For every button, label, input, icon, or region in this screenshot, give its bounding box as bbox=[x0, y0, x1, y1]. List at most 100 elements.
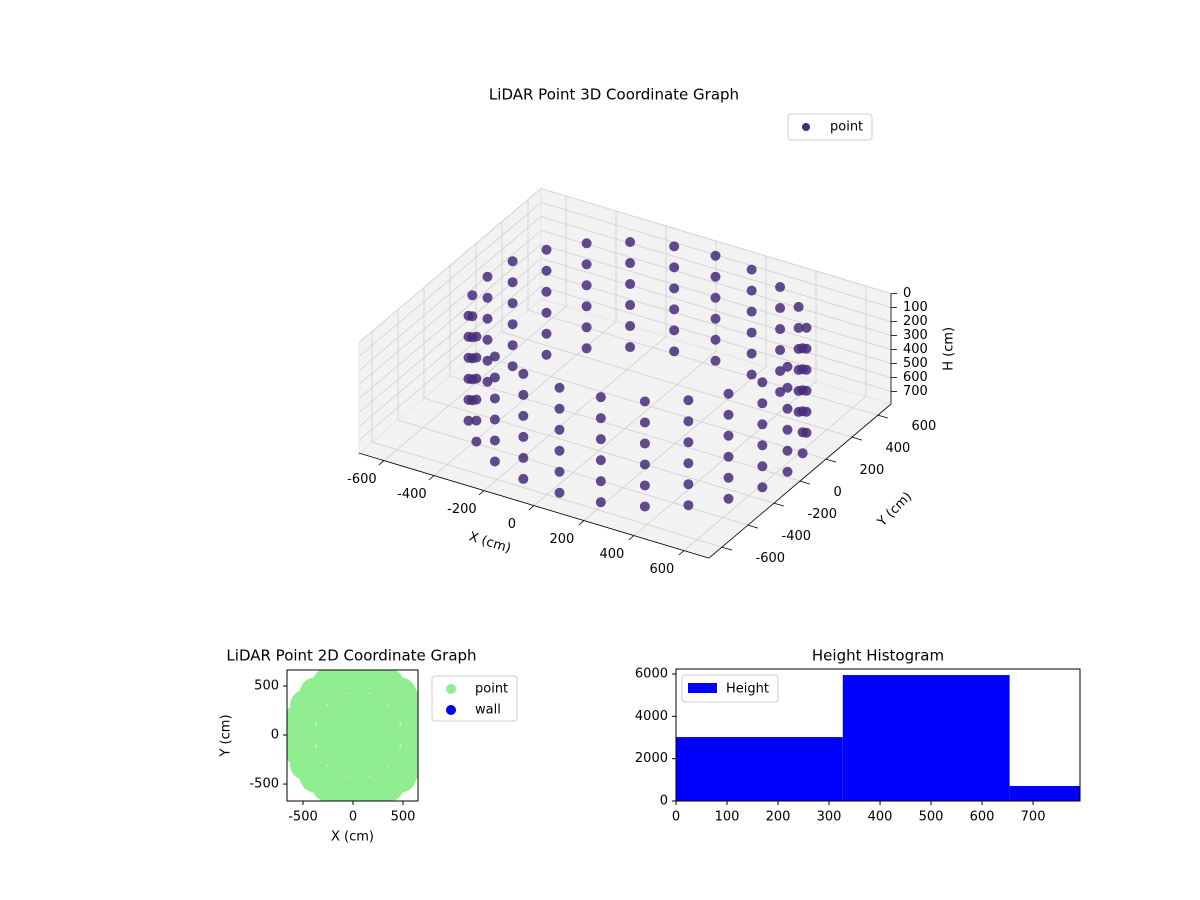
point bbox=[482, 292, 493, 303]
x-tick-label: 500 bbox=[391, 810, 416, 825]
point bbox=[710, 334, 721, 345]
point bbox=[467, 332, 478, 343]
point bbox=[595, 434, 606, 445]
point bbox=[518, 389, 529, 400]
point bbox=[625, 258, 636, 269]
point bbox=[554, 403, 565, 414]
point bbox=[775, 303, 786, 314]
z-axis-label: H (cm) bbox=[942, 327, 957, 371]
point bbox=[710, 313, 721, 324]
grid-line bbox=[540, 230, 892, 336]
point bbox=[507, 340, 518, 351]
legend-swatch bbox=[688, 683, 717, 693]
point bbox=[581, 259, 592, 270]
point bbox=[801, 427, 812, 438]
point bbox=[489, 393, 500, 404]
point bbox=[463, 415, 474, 426]
point bbox=[710, 271, 721, 282]
point bbox=[595, 413, 606, 424]
tick-mark bbox=[578, 520, 585, 526]
point bbox=[639, 459, 650, 470]
x-tick-label: 400 bbox=[868, 810, 893, 825]
x-tick-label: -600 bbox=[347, 472, 377, 487]
point bbox=[482, 355, 493, 366]
grid-line bbox=[475, 353, 827, 460]
legend-frame bbox=[787, 113, 873, 141]
point bbox=[669, 304, 680, 315]
x-tick-label: 700 bbox=[1021, 810, 1046, 825]
grid-line bbox=[449, 375, 801, 482]
y-axis-label: Y (cm) bbox=[219, 714, 234, 757]
point bbox=[581, 280, 592, 291]
bar bbox=[676, 737, 843, 801]
point bbox=[467, 353, 478, 364]
point bbox=[625, 321, 636, 332]
point bbox=[541, 328, 552, 339]
point bbox=[746, 285, 757, 296]
x-tick-label: 400 bbox=[599, 547, 624, 562]
y-tick-label: 500 bbox=[254, 678, 279, 693]
point bbox=[467, 374, 478, 385]
grid-line bbox=[358, 230, 542, 385]
plot-area bbox=[287, 670, 418, 801]
point bbox=[554, 382, 565, 393]
point bbox=[782, 361, 793, 372]
point bbox=[554, 424, 565, 435]
point bbox=[595, 497, 606, 508]
axes-frame bbox=[675, 668, 1081, 802]
point bbox=[639, 501, 650, 512]
point bbox=[683, 416, 694, 427]
point bbox=[625, 342, 636, 353]
point bbox=[625, 279, 636, 290]
y-tick-label: -500 bbox=[249, 777, 279, 792]
legend-marker bbox=[446, 705, 456, 715]
point bbox=[757, 377, 768, 388]
chart-title: LiDAR Point 3D Coordinate Graph bbox=[489, 86, 739, 104]
point bbox=[669, 283, 680, 294]
point bbox=[639, 438, 650, 449]
point bbox=[775, 345, 786, 356]
point bbox=[683, 458, 694, 469]
point bbox=[782, 382, 793, 393]
point bbox=[581, 343, 592, 354]
point bbox=[683, 500, 694, 511]
x-tick-label: 500 bbox=[919, 810, 944, 825]
legend-label: Height bbox=[726, 682, 769, 697]
point bbox=[683, 395, 694, 406]
x-tick-label: 100 bbox=[715, 810, 740, 825]
y-tick-label: 600 bbox=[912, 419, 937, 434]
grid-line bbox=[540, 258, 892, 364]
tick-mark bbox=[528, 505, 535, 511]
point bbox=[342, 719, 374, 752]
point bbox=[775, 324, 786, 335]
tick-mark bbox=[825, 458, 837, 463]
point bbox=[507, 256, 518, 267]
tick-mark bbox=[773, 502, 785, 507]
point bbox=[746, 327, 757, 338]
tick-mark bbox=[428, 475, 435, 481]
point bbox=[581, 238, 592, 249]
point bbox=[801, 364, 812, 375]
point bbox=[710, 292, 721, 303]
point bbox=[482, 271, 493, 282]
point bbox=[507, 361, 518, 372]
z-tick-label: 700 bbox=[903, 384, 928, 399]
point bbox=[723, 451, 734, 462]
point bbox=[669, 241, 680, 252]
tick-mark bbox=[877, 414, 889, 419]
z-tick-label: 0 bbox=[903, 286, 911, 301]
point bbox=[723, 472, 734, 483]
x-tick-label: 200 bbox=[549, 532, 574, 547]
point bbox=[801, 343, 812, 354]
point bbox=[554, 445, 565, 456]
point bbox=[782, 445, 793, 456]
grid-line bbox=[358, 286, 542, 441]
point bbox=[746, 369, 757, 380]
point bbox=[467, 395, 478, 406]
bar bbox=[1009, 785, 1080, 801]
point bbox=[467, 311, 478, 322]
x-tick-label: 600 bbox=[970, 810, 995, 825]
point bbox=[554, 487, 565, 498]
legend-frame bbox=[681, 674, 779, 703]
chart-title: Height Histogram bbox=[812, 647, 944, 665]
